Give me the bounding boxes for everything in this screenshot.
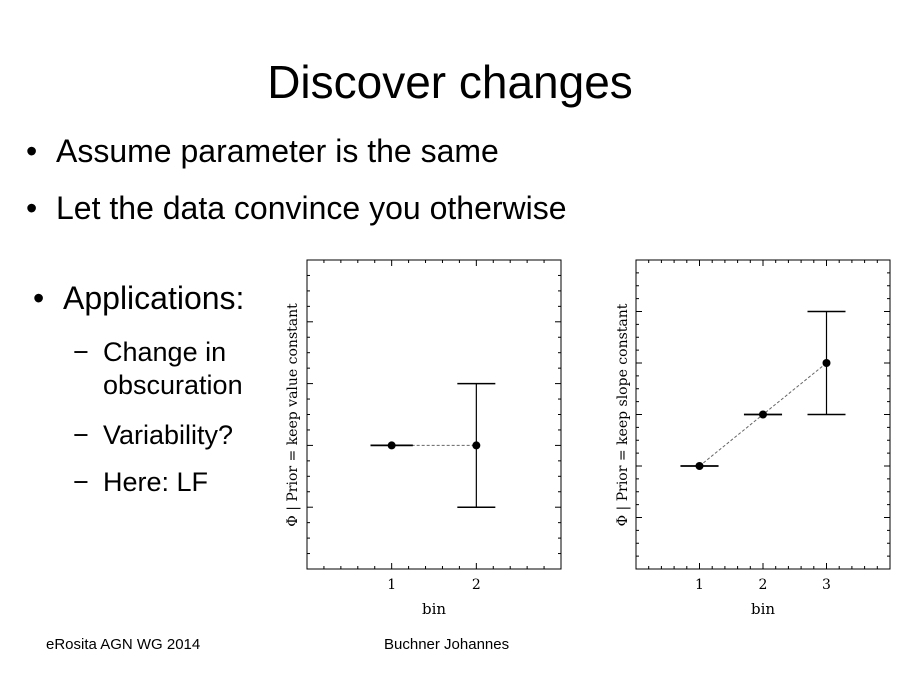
sub-item-text: Here: LF (103, 467, 209, 497)
chart-2-xtick-label: 1 (695, 577, 704, 593)
sub-item-text: Change in obscuration (103, 337, 243, 400)
applications-heading: • Applications: (33, 278, 245, 318)
bullet-marker: • (26, 133, 38, 169)
dash-marker: − (73, 420, 89, 450)
sub-item: − Variability? (73, 419, 234, 452)
chart-1-data-point (472, 441, 481, 450)
chart-2-data-point (759, 410, 767, 419)
chart-1-data-point (387, 441, 396, 450)
chart-2-xlabel: bin (751, 600, 775, 618)
chart-2-xtick-label: 3 (822, 577, 831, 593)
dash-marker: − (73, 467, 89, 497)
footer-left: eRosita AGN WG 2014 (46, 636, 201, 653)
chart-1-frame (306, 259, 562, 570)
chart-1-ylabel: Φ | Prior = keep value constant (285, 303, 301, 527)
sub-item: − Here: LF (73, 466, 209, 499)
bullet-item: • Let the data convince you otherwise (26, 188, 567, 228)
bullet-marker: • (26, 190, 38, 226)
bullet-item: • Assume parameter is the same (26, 131, 499, 171)
chart-1-xtick-label: 2 (472, 577, 481, 593)
footer-center: Buchner Johannes (384, 636, 510, 653)
bullet-text: Assume parameter is the same (56, 133, 499, 169)
sub-item-text: Variability? (103, 420, 234, 450)
bullet-marker: • (33, 280, 45, 316)
chart-2-ylabel: Φ | Prior = keep slope constant (615, 303, 631, 526)
slide-title: Discover changes (267, 56, 633, 108)
sub-item: − Change in obscuration (73, 336, 268, 402)
dash-marker: − (73, 337, 89, 367)
chart-2-data-point (822, 359, 831, 367)
chart-2-xtick-label: 2 (759, 577, 768, 593)
bullet-text: Let the data convince you otherwise (56, 190, 567, 226)
chart-1-xlabel: bin (422, 600, 446, 618)
chart-2-data-point (695, 462, 704, 470)
bullet-text: Applications: (63, 280, 245, 316)
chart-1-xtick-label: 1 (387, 577, 396, 593)
